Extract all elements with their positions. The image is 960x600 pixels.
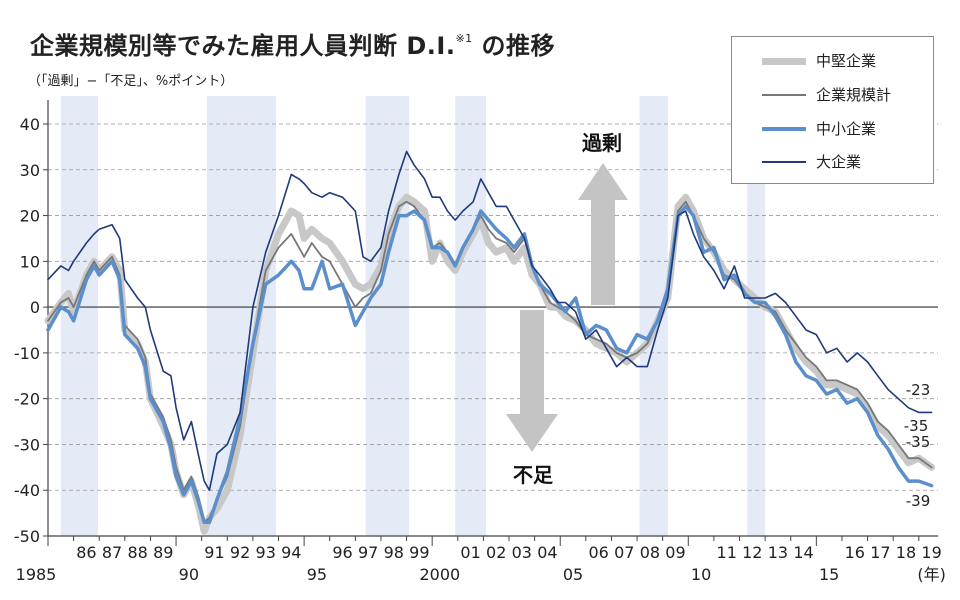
end-value-label: -39 <box>906 492 931 510</box>
legend-swatch-sme <box>762 127 806 131</box>
x-tick-label: 94 <box>281 543 301 562</box>
legend: 中堅企業 企業規模計 中小企業 大企業 <box>731 36 934 184</box>
series-line-3 <box>47 150 933 492</box>
chart-title-suffix: の推移 <box>481 32 556 60</box>
y-tick-label: 10 <box>20 252 40 271</box>
y-tick-label: -30 <box>14 435 40 454</box>
x-tick-label: 08 <box>640 543 660 562</box>
chart-title-main: 企業規模別等でみた雇用人員判断 D.I. <box>30 32 456 60</box>
legend-item-chuken: 中堅企業 <box>732 51 932 71</box>
x-tick-label: 03 <box>512 543 532 562</box>
y-axis-unit-label: （「過剰」−「不足」、%ポイント） <box>28 74 234 89</box>
y-tick-label: 0 <box>30 298 40 317</box>
x-tick-label: 11 <box>717 543 737 562</box>
x-tick-label: 97 <box>358 543 378 562</box>
x-tick-label: 16 <box>845 543 865 562</box>
legend-item-total: 企業規模計 <box>732 85 932 105</box>
legend-label-chuken: 中堅企業 <box>816 52 877 70</box>
y-tick-label: -50 <box>14 527 40 546</box>
x-tick-label: 14 <box>793 543 813 562</box>
legend-label-total: 企業規模計 <box>816 86 892 104</box>
end-value-label: -35 <box>906 433 931 451</box>
recession-band-2 <box>365 96 410 536</box>
y-tick-label: -10 <box>14 344 40 363</box>
x-tick-label: 93 <box>256 543 276 562</box>
recession-band-5 <box>747 96 766 536</box>
x-tick-label: 12 <box>742 543 762 562</box>
y-tick-label: -40 <box>14 481 40 500</box>
end-value-label: -35 <box>904 417 929 435</box>
x-tick-label: 99 <box>409 543 429 562</box>
recession-band-3 <box>455 96 486 536</box>
x-tick-label: 89 <box>153 543 173 562</box>
x-tick-label: 95 <box>307 565 327 584</box>
x-tick-label: 98 <box>384 543 404 562</box>
x-tick-label: 05 <box>563 565 583 584</box>
legend-swatch-total <box>762 94 806 96</box>
x-tick-label: 92 <box>230 543 250 562</box>
surplus-label: 過剰 <box>582 131 622 155</box>
legend-item-sme: 中小企業 <box>732 119 932 139</box>
x-tick-label: 2000 <box>419 565 460 584</box>
x-tick-label: 13 <box>768 543 788 562</box>
legend-label-sme: 中小企業 <box>816 120 877 138</box>
x-tick-label: 86 <box>76 543 96 562</box>
legend-swatch-chuken <box>762 58 806 65</box>
recession-band-1 <box>206 96 276 536</box>
chart-title: 企業規模別等でみた雇用人員判断 D.I.※1 の推移 <box>30 26 555 61</box>
x-tick-label: 15 <box>819 565 839 584</box>
legend-item-large: 大企業 <box>732 152 932 172</box>
series-line-2 <box>46 204 934 525</box>
x-tick-label: 19 <box>921 543 941 562</box>
x-tick-label: 01 <box>460 543 480 562</box>
x-tick-label: 88 <box>127 543 147 562</box>
legend-swatch-large <box>762 161 806 163</box>
x-tick-label: 87 <box>102 543 122 562</box>
x-tick-label: 06 <box>588 543 608 562</box>
end-value-label: -23 <box>906 381 931 399</box>
x-tick-label: 09 <box>665 543 685 562</box>
y-tick-label: 40 <box>20 115 40 134</box>
legend-label-large: 大企業 <box>816 153 862 171</box>
x-tick-label: 17 <box>870 543 890 562</box>
shortage-arrow-icon <box>506 310 558 452</box>
x-tick-label: 02 <box>486 543 506 562</box>
shortage-label: 不足 <box>513 463 554 487</box>
y-tick-label: -20 <box>14 390 40 409</box>
x-tick-label: 07 <box>614 543 634 562</box>
x-tick-label: (年) <box>917 565 946 584</box>
recession-band-0 <box>60 96 98 536</box>
x-tick-label: 96 <box>332 543 352 562</box>
x-tick-label: 04 <box>537 543 557 562</box>
x-tick-label: 91 <box>204 543 224 562</box>
x-tick-label: 90 <box>179 565 199 584</box>
title-footnote-mark: ※1 <box>455 32 473 45</box>
x-tick-label: 10 <box>691 565 711 584</box>
y-tick-label: 20 <box>20 207 40 226</box>
y-tick-label: 30 <box>20 161 40 180</box>
x-tick-label: 18 <box>896 543 916 562</box>
surplus-arrow-icon <box>578 163 628 305</box>
x-tick-label: 1985 <box>16 565 57 584</box>
